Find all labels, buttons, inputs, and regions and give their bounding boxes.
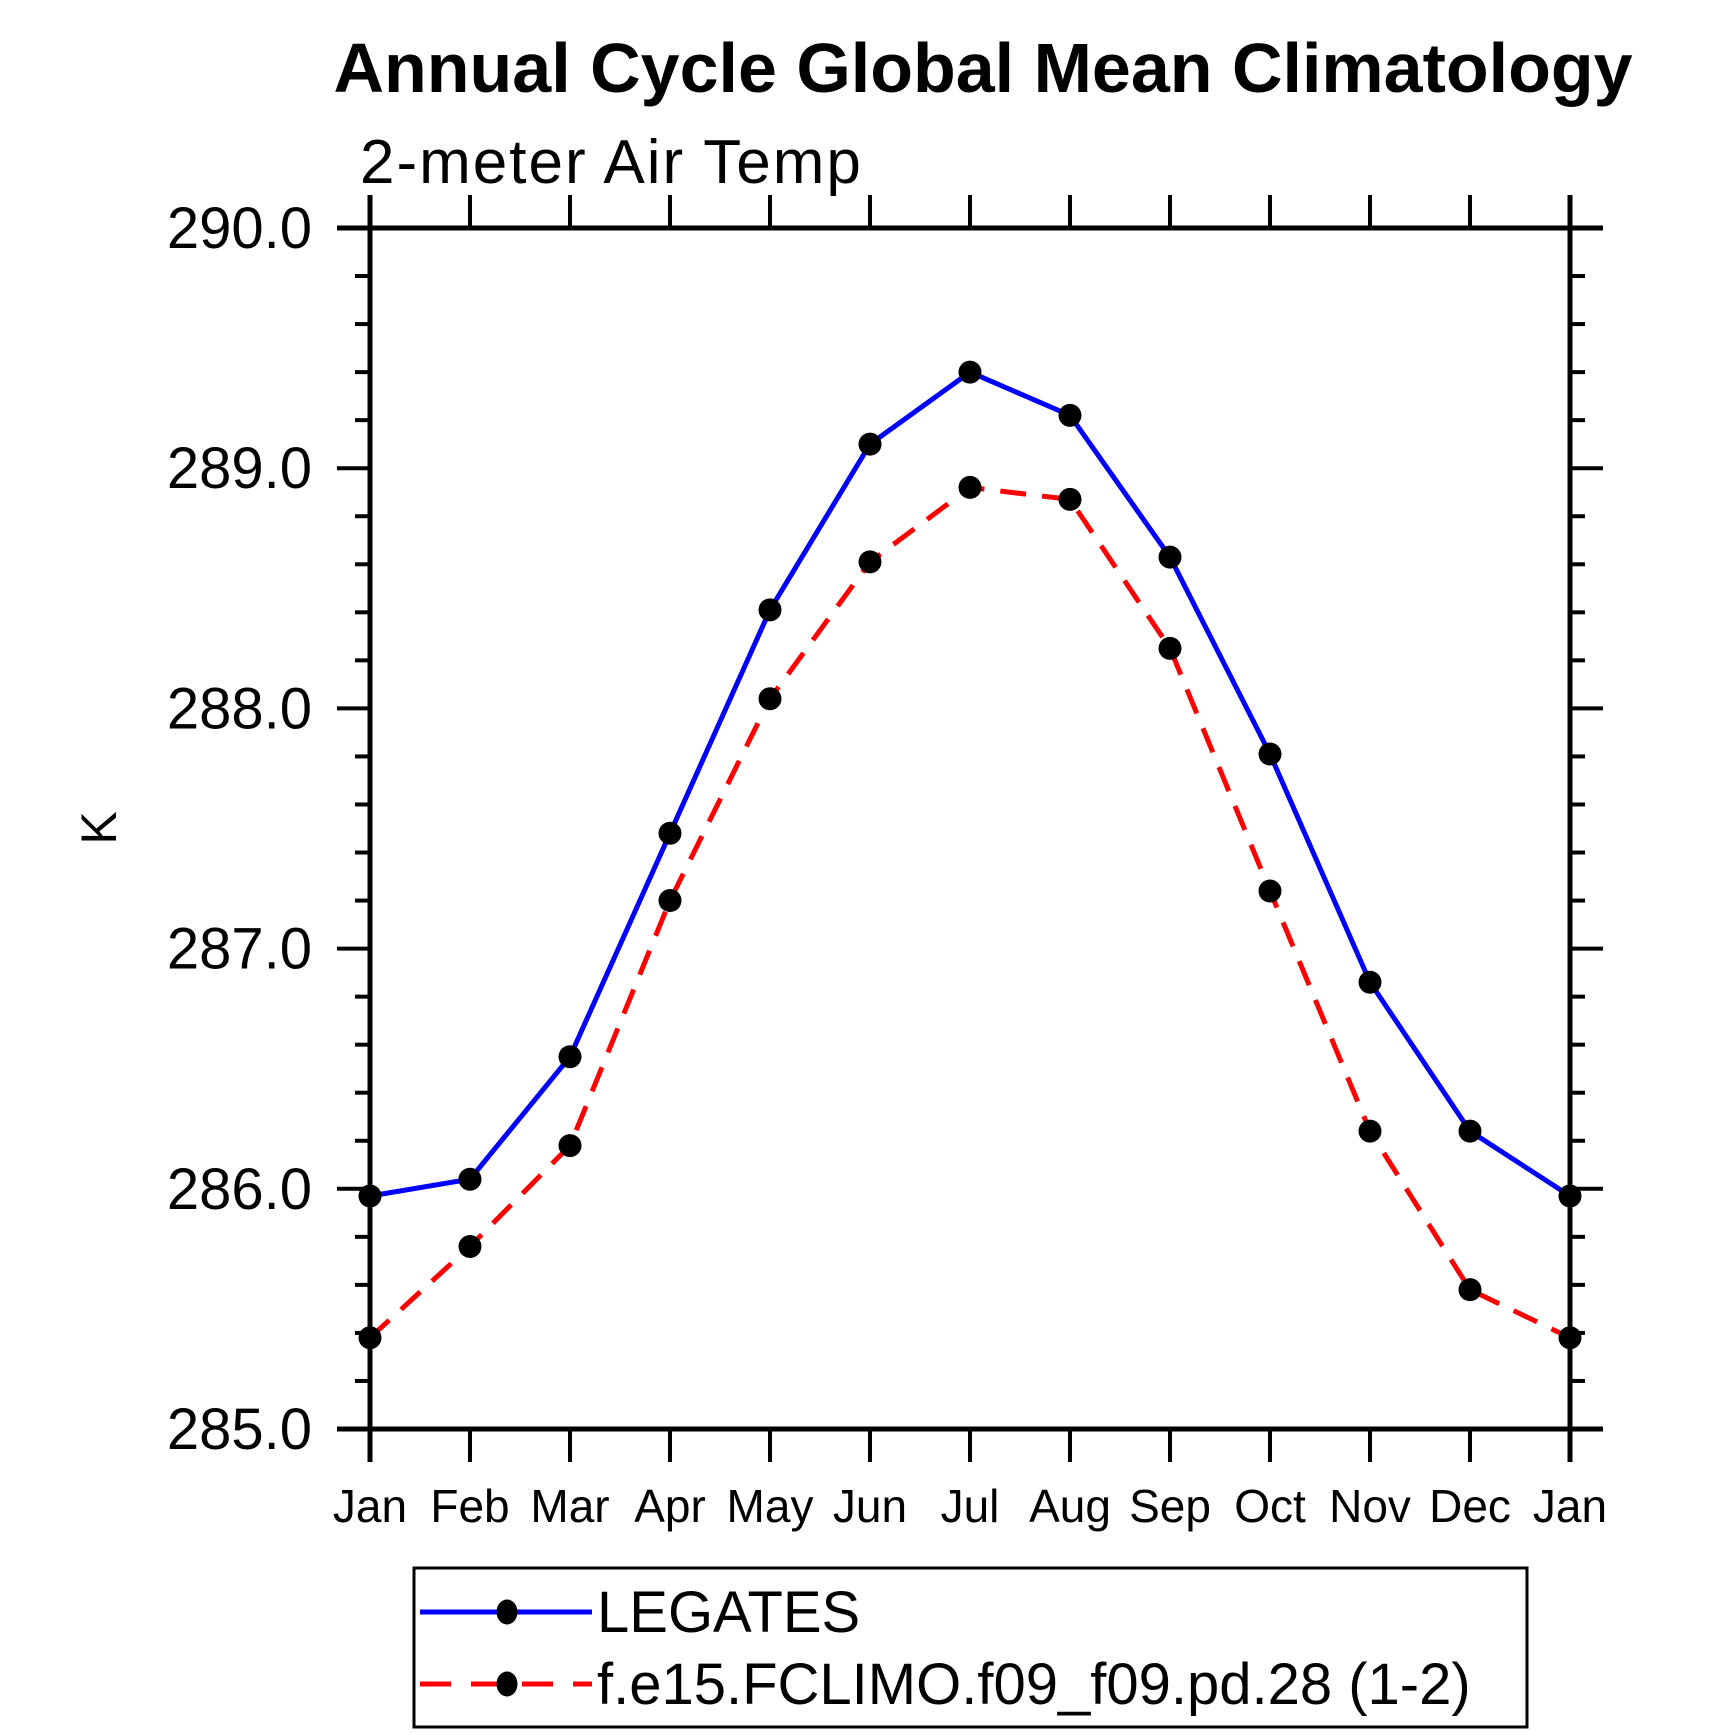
data-point-marker bbox=[1258, 879, 1282, 903]
series-legates bbox=[358, 360, 1582, 1208]
data-point-marker bbox=[1058, 403, 1082, 427]
legend-marker-dot bbox=[496, 1599, 518, 1625]
x-tick-label: Jun bbox=[833, 1480, 907, 1532]
data-point-marker bbox=[1558, 1326, 1582, 1350]
data-point-marker bbox=[558, 1045, 582, 1069]
data-point-marker bbox=[358, 1184, 382, 1208]
data-point-marker bbox=[658, 889, 682, 913]
data-point-marker bbox=[758, 598, 782, 622]
y-tick-label: 287.0 bbox=[167, 917, 312, 982]
plot-series bbox=[358, 360, 1582, 1350]
data-point-marker bbox=[1158, 636, 1182, 660]
legend-label-model: f.e15.FCLIMO.f09_f09.pd.28 (1-2) bbox=[597, 1652, 1471, 1717]
y-tick-label: 289.0 bbox=[167, 436, 312, 501]
chart-title: Annual Cycle Global Mean Climatology bbox=[333, 29, 1632, 107]
data-point-marker bbox=[1158, 545, 1182, 569]
y-tick-label: 286.0 bbox=[167, 1157, 312, 1222]
x-tick-label: Jul bbox=[941, 1480, 1000, 1532]
y-tick-label: 290.0 bbox=[167, 196, 312, 261]
x-tick-label: Apr bbox=[634, 1480, 706, 1532]
legend-marker-dot bbox=[496, 1671, 518, 1697]
y-tick-label: 285.0 bbox=[167, 1397, 312, 1462]
data-point-marker bbox=[858, 432, 882, 456]
x-tick-label: Jan bbox=[1533, 1480, 1607, 1532]
data-point-marker bbox=[458, 1167, 482, 1191]
data-point-marker bbox=[1458, 1278, 1482, 1302]
x-tick-label: Mar bbox=[530, 1480, 609, 1532]
legend: LEGATES f.e15.FCLIMO.f09_f09.pd.28 (1-2) bbox=[412, 1566, 1529, 1729]
data-point-marker bbox=[558, 1134, 582, 1158]
x-tick-label: Jan bbox=[333, 1480, 407, 1532]
legend-entry-model: f.e15.FCLIMO.f09_f09.pd.28 (1-2) bbox=[420, 1652, 1471, 1717]
data-point-marker bbox=[1558, 1184, 1582, 1208]
data-point-marker bbox=[958, 475, 982, 499]
x-tick-label: Oct bbox=[1234, 1480, 1306, 1532]
chart-subtitle: 2-meter Air Temp bbox=[360, 128, 863, 197]
x-tick-label: Dec bbox=[1429, 1480, 1511, 1532]
data-point-marker bbox=[1058, 487, 1082, 511]
y-axis-label: K bbox=[71, 811, 127, 844]
y-tick-label: 288.0 bbox=[167, 676, 312, 741]
series-line bbox=[368, 484, 1572, 1340]
data-point-marker bbox=[658, 821, 682, 845]
legend-label-legates: LEGATES bbox=[597, 1580, 860, 1645]
legend-box bbox=[412, 1566, 1529, 1729]
x-tick-label: Nov bbox=[1329, 1480, 1411, 1532]
data-point-marker bbox=[958, 360, 982, 384]
x-tick-label: Feb bbox=[430, 1480, 509, 1532]
data-point-marker bbox=[858, 550, 882, 574]
x-tick-label: Sep bbox=[1129, 1480, 1211, 1532]
x-tick-label: May bbox=[727, 1480, 814, 1532]
axes: 285.0 286.0 287.0 288.0 289.0 290.0 Jan Feb Mar A… bbox=[167, 195, 1607, 1532]
data-point-marker bbox=[358, 1326, 382, 1350]
x-tick-label: Aug bbox=[1029, 1480, 1111, 1532]
data-point-marker bbox=[1358, 970, 1382, 994]
data-point-marker bbox=[1258, 742, 1282, 766]
legend-entry-legates: LEGATES bbox=[420, 1580, 860, 1645]
data-point-marker bbox=[458, 1234, 482, 1258]
series-f-e15-fclimo-f09-f09-pd-28-1-2- bbox=[358, 475, 1582, 1350]
data-point-marker bbox=[758, 687, 782, 711]
data-point-marker bbox=[1358, 1119, 1382, 1143]
data-point-marker bbox=[1458, 1119, 1482, 1143]
